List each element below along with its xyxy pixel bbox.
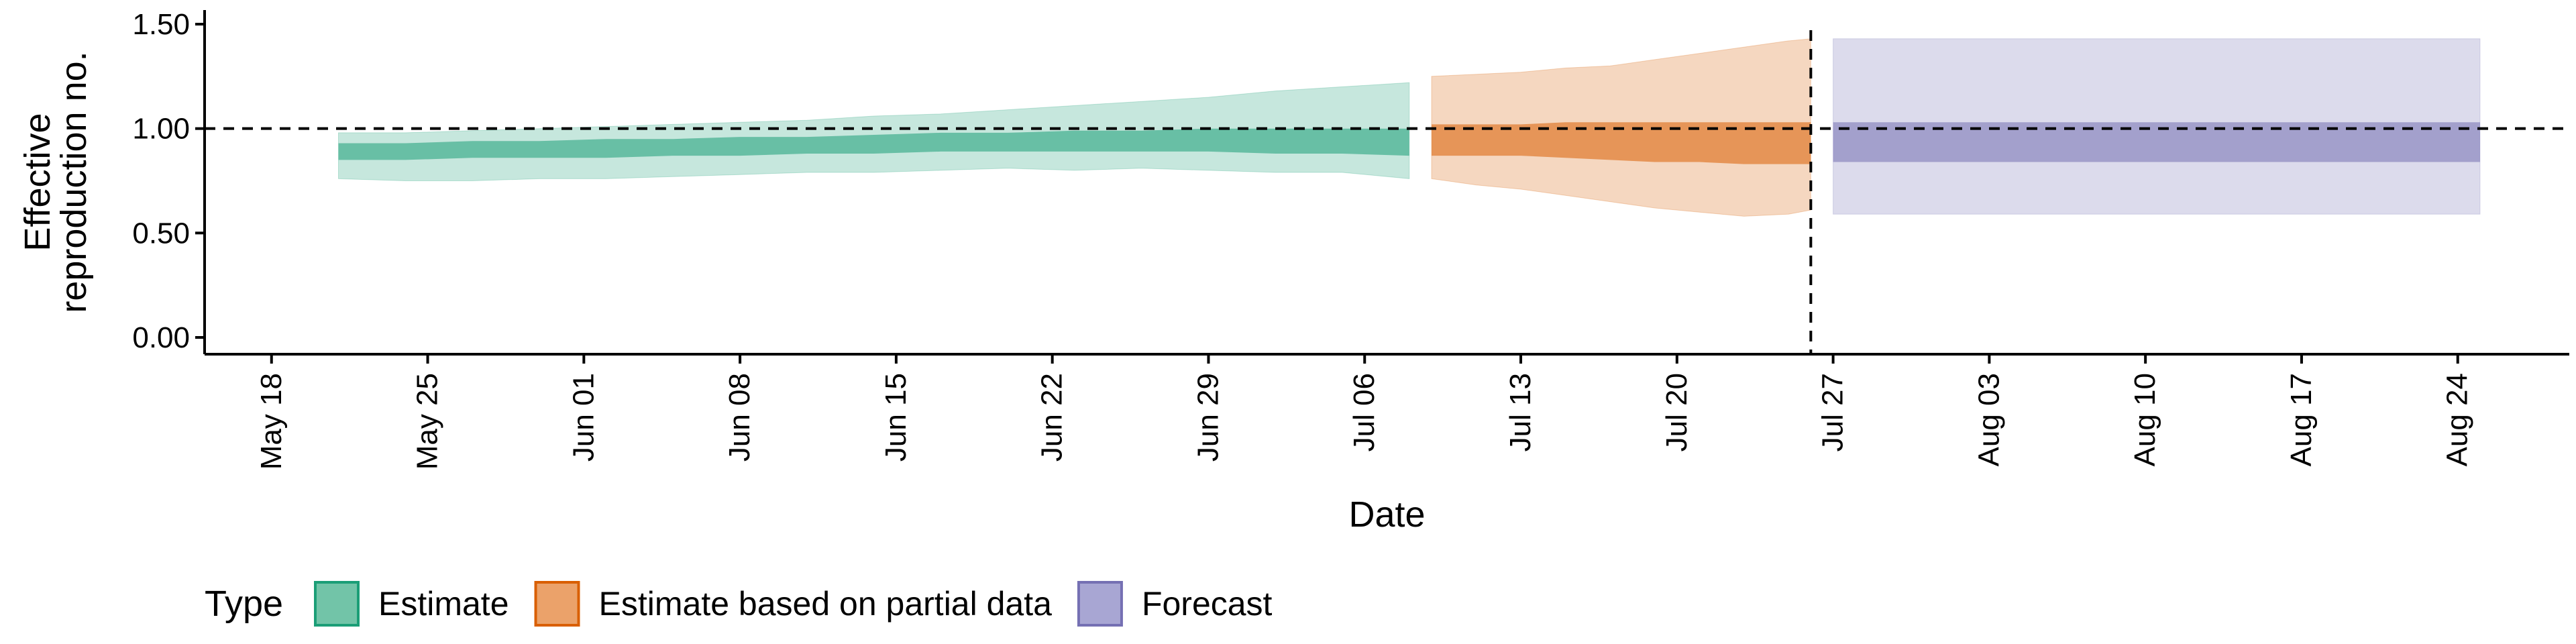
- x-tick-label: Jul 06: [1348, 373, 1381, 451]
- x-axis-title: Date: [1348, 494, 1425, 535]
- legend-label-1: Estimate based on partial data: [599, 585, 1053, 623]
- y-tick-label: 0.50: [132, 217, 190, 250]
- x-tick-label: Jun 08: [723, 373, 756, 462]
- y-axis-title-line-1: Effective: [17, 113, 58, 251]
- y-axis-title-line-2: reproduction no.: [54, 51, 94, 313]
- x-tick-label: Jun 29: [1191, 373, 1224, 462]
- x-tick-label: Aug 17: [2285, 373, 2318, 466]
- x-tick-label: May 18: [255, 373, 288, 470]
- legend-label-0: Estimate: [378, 585, 509, 623]
- x-tick-label: Aug 03: [1972, 373, 2005, 466]
- y-tick-label: 0.00: [132, 321, 190, 354]
- x-tick-label: Jul 20: [1660, 373, 1693, 451]
- reference-lines: [205, 30, 2569, 354]
- legend-key-1: [534, 581, 580, 627]
- band-inner-estimate: [338, 128, 1409, 160]
- band-inner-estimate-based-on-partial-data: [1432, 122, 1811, 164]
- y-tick-label: 1.50: [132, 8, 190, 41]
- x-tick-label: May 25: [411, 373, 444, 470]
- legend-label-2: Forecast: [1142, 585, 1273, 623]
- x-tick-label: Jun 15: [879, 373, 912, 462]
- x-tick-label: Aug 24: [2441, 373, 2474, 466]
- ribbon-layer: [338, 38, 2481, 217]
- axes: 0.00 0.50 1.00 1.50 May 18 May 25 Jun 01 Jun 08…: [132, 8, 2569, 470]
- legend-key-0: [314, 581, 360, 627]
- x-tick-label: Jul 13: [1504, 373, 1537, 451]
- x-tick-label: Aug 10: [2129, 373, 2161, 466]
- legend-title: Type: [205, 584, 283, 624]
- band-inner-forecast: [1833, 122, 2480, 162]
- x-tick-label: Jun 22: [1036, 373, 1069, 462]
- legend: Type Estimate Estimate based on partial d…: [205, 581, 1273, 627]
- legend-key-2: [1077, 581, 1123, 627]
- axis-titles: Date Effective reproduction no.: [17, 51, 1426, 535]
- x-tick-label: Jun 01: [567, 373, 600, 462]
- x-tick-label: Jul 27: [1817, 373, 1849, 451]
- y-tick-label: 1.00: [132, 113, 190, 146]
